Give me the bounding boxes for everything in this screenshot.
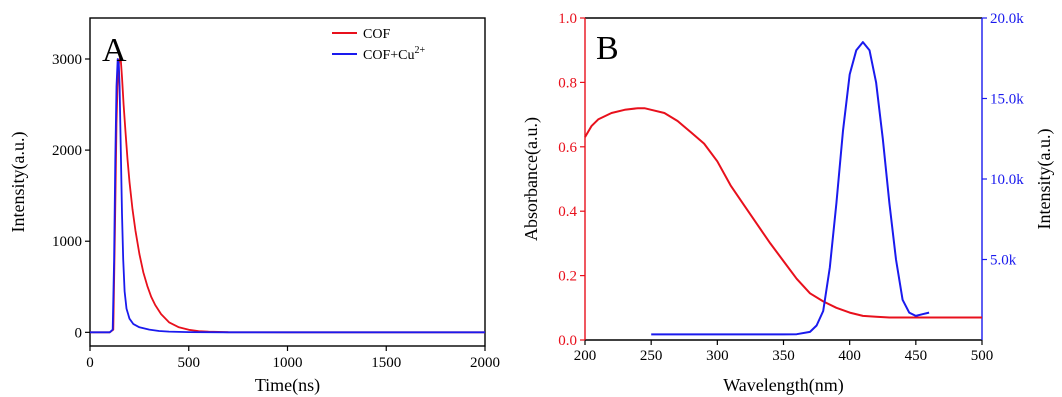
x-axis-label-b: Wavelength(nm) [723, 375, 844, 396]
panel-b: 200 250 300 350 400 450 500 0.0 0.2 0.4 0.6 0.8 1.0 5… [521, 11, 1055, 396]
y2-tick-label-b: 15.0k [990, 92, 1024, 108]
legend-a: COF COF+Cu2+ [332, 27, 425, 63]
x-tick-label-b: 500 [971, 348, 994, 364]
series-line-cof [90, 58, 485, 334]
series-line-intensity [651, 41, 930, 336]
y-tick-label-b: 0.8 [558, 75, 577, 91]
y2-tick-label-b: 5.0k [990, 253, 1017, 269]
legend-label-cof-cu: COF+Cu2+ [363, 45, 425, 63]
panel-label-a: A [102, 32, 127, 69]
y-tick-label-a: 2000 [52, 143, 82, 159]
x-axis-label-a: Time(ns) [255, 375, 320, 396]
y-tick-label-a: 3000 [52, 52, 82, 68]
y-tick-label-b: 1.0 [558, 11, 577, 27]
x-tick-label-a: 0 [86, 355, 94, 371]
legend-label-cof-cu-main: COF+Cu [363, 48, 414, 63]
panel-label-b: B [596, 30, 619, 67]
y-axis-label-b: Absorbance(a.u.) [521, 117, 542, 241]
x-tick-label-b: 450 [905, 348, 928, 364]
x-tick-label-b: 350 [772, 348, 795, 364]
y2-axis-label-b: Intensity(a.u.) [1034, 129, 1055, 230]
y-tick-label-b: 0.6 [558, 140, 577, 156]
x-tick-label-b: 250 [640, 348, 663, 364]
x-tick-label-b: 300 [706, 348, 729, 364]
legend-label-cof: COF [363, 27, 390, 42]
y-tick-label-b: 0.4 [558, 204, 577, 220]
legend-label-cof-cu-sup: 2+ [414, 45, 425, 56]
x-tick-label-b: 400 [838, 348, 861, 364]
x-tick-label-a: 1500 [371, 355, 401, 371]
x-tick-label-a: 500 [178, 355, 201, 371]
x-tick-label-b: 200 [574, 348, 597, 364]
panel-a: 0 500 1000 1500 2000 0 1000 2000 3000 Time(ns) Int… [8, 17, 500, 396]
y2-tick-label-b: 20.0k [990, 11, 1024, 27]
x-tick-label-a: 2000 [470, 355, 500, 371]
y2-tick-label-b: 10.0k [990, 172, 1024, 188]
y-tick-label-b: 0.2 [558, 269, 577, 285]
y-tick-label-b: 0.0 [558, 333, 577, 349]
y-tick-label-a: 1000 [52, 234, 82, 250]
y-tick-label-a: 0 [75, 325, 83, 341]
plot-frame-a [89, 17, 486, 347]
x-tick-label-a: 1000 [273, 355, 303, 371]
y-axis-label-a: Intensity(a.u.) [8, 132, 29, 233]
series-line-absorbance [584, 107, 982, 319]
series-line-cof-cu [90, 58, 485, 334]
